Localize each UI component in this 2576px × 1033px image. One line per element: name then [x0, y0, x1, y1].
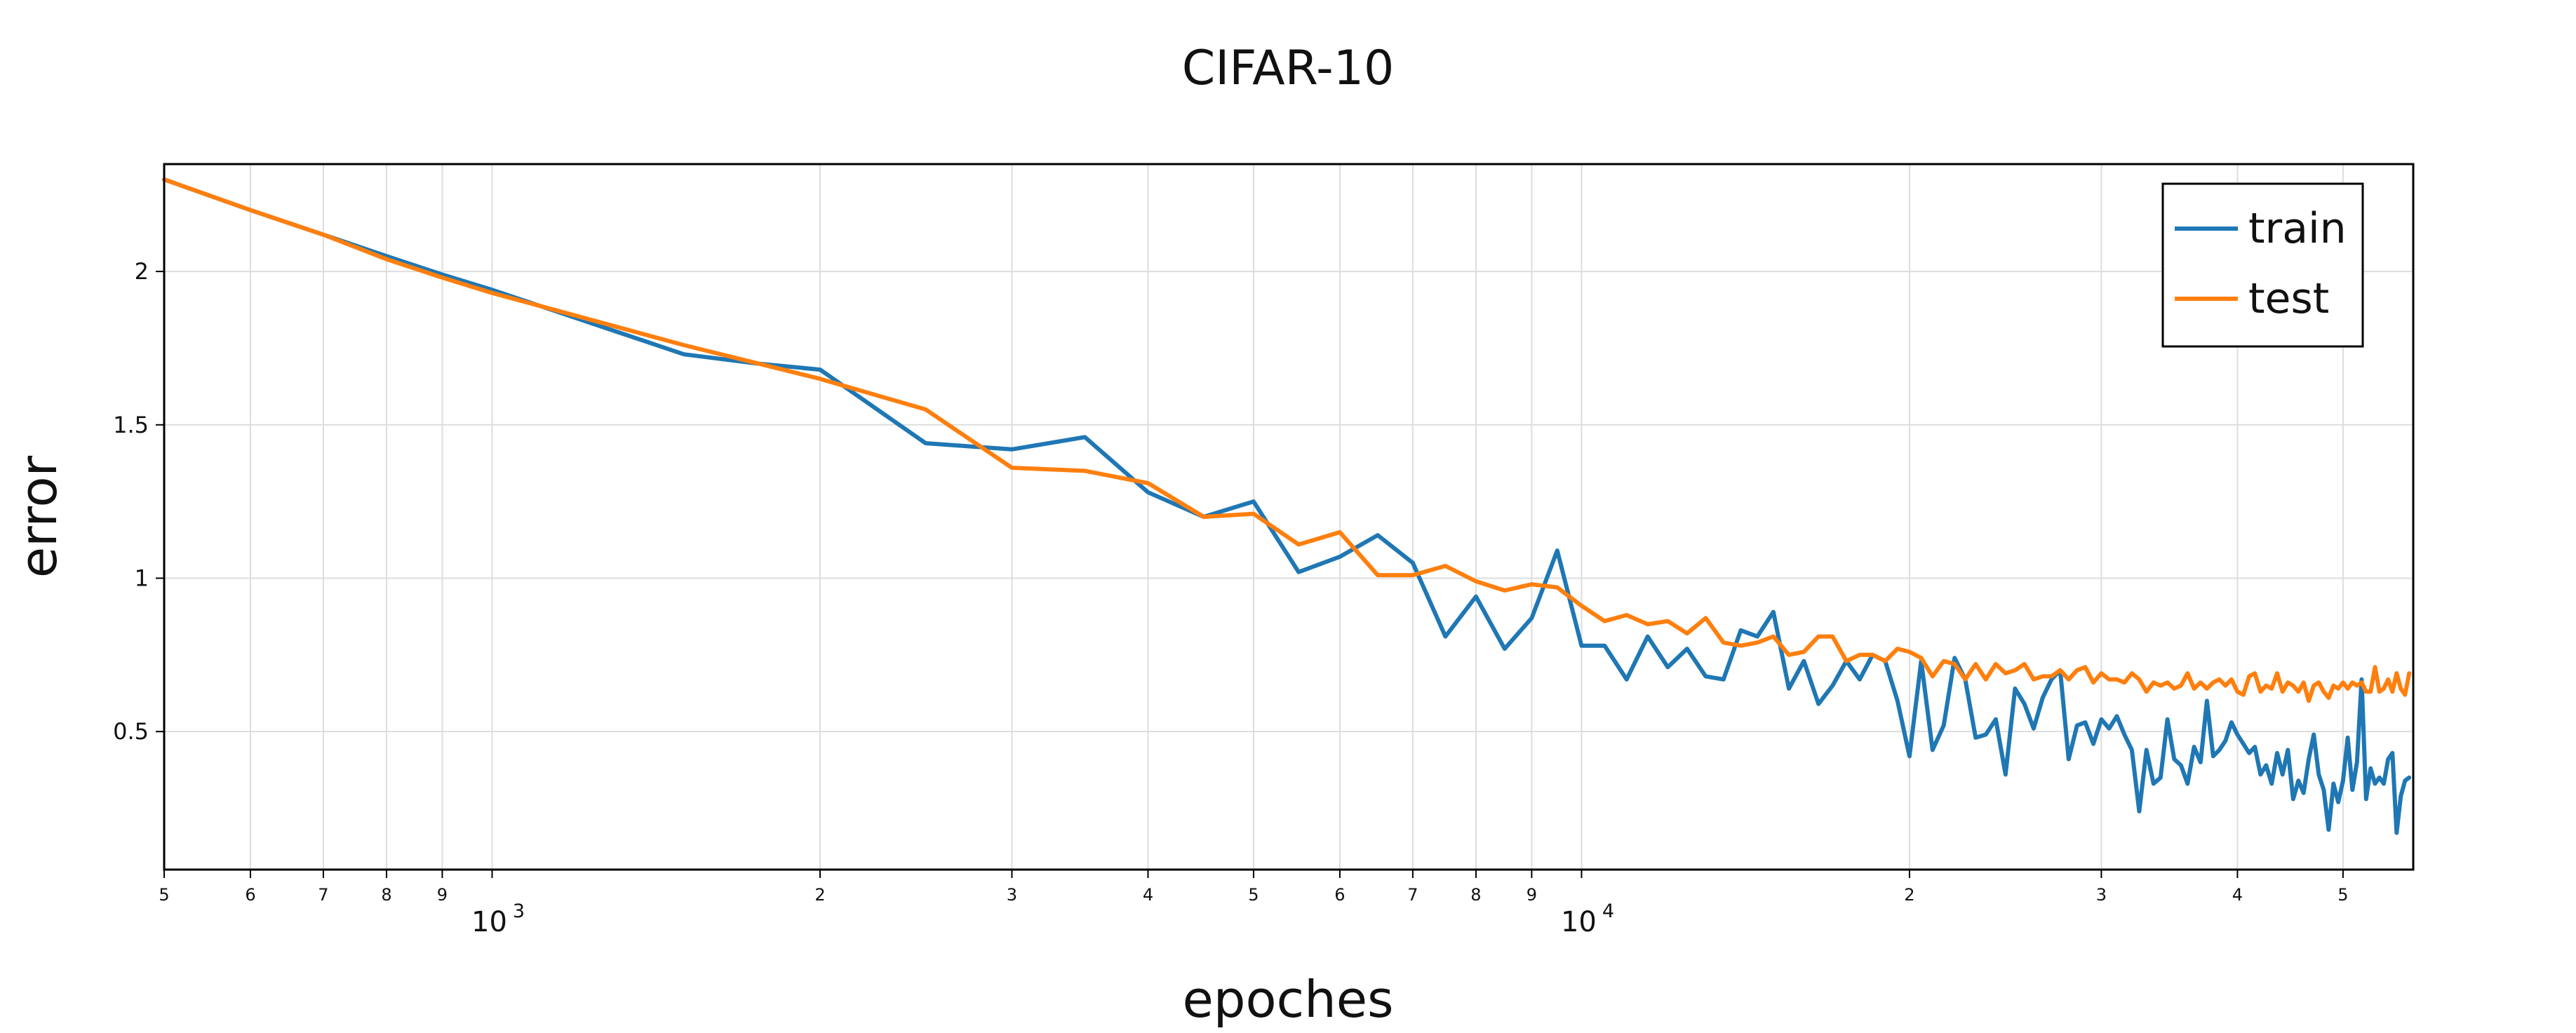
y-tick-label: 1.5: [113, 412, 149, 438]
x-tick-label: 5: [1248, 885, 1259, 905]
legend-box: [2161, 182, 2364, 348]
x-tick-label: 2: [814, 885, 825, 905]
x-tick-label: 3: [1007, 885, 1017, 905]
x-tick-label: 10: [1561, 906, 1597, 938]
chart-title: CIFAR-10: [1182, 41, 1394, 96]
x-axis-label: epoches: [1182, 970, 1393, 1029]
x-axis: 5 6 7 8 9 2 3 4 5 6 7 8 9 2 3 4 510 3 10 4: [159, 870, 2349, 938]
y-tick-label: 0.5: [113, 718, 149, 745]
x-tick-exponent: 3: [513, 900, 525, 922]
x-tick-label: 7: [318, 885, 328, 905]
x-tick-label: 3: [2096, 885, 2107, 905]
x-tick-label: 6: [245, 885, 255, 905]
y-axis: 0.5 1 1.5 2: [113, 258, 164, 745]
x-tick-label: 2: [1904, 885, 1914, 905]
y-tick-label: 2: [135, 258, 149, 285]
x-tick-label: 4: [2232, 885, 2243, 905]
y-axis-label: error: [9, 455, 68, 578]
x-tick-label: 9: [1527, 885, 1537, 905]
series-line-test: [162, 177, 2412, 703]
x-tick-label: 5: [2337, 885, 2348, 905]
x-tick-label: 5: [159, 885, 169, 905]
y-tick-label: 1: [135, 565, 149, 591]
legend-label-train: train: [2248, 204, 2347, 253]
x-tick-label: 8: [1470, 885, 1481, 905]
x-tick-label: 9: [437, 885, 448, 905]
plot-frame: [163, 163, 2415, 871]
series-line-train: [162, 177, 2412, 835]
x-tick-label: 8: [381, 885, 391, 905]
x-tick-label: 7: [1407, 885, 1418, 905]
x-tick-label: 10: [471, 906, 507, 938]
legend-label-test: test: [2248, 274, 2329, 323]
x-tick-exponent: 4: [1602, 900, 1614, 922]
grid: [163, 164, 2413, 870]
series-layer: [162, 177, 2412, 835]
x-tick-label: 6: [1334, 885, 1345, 905]
x-tick-label: 4: [1143, 885, 1153, 905]
legend: train test: [2161, 182, 2364, 348]
